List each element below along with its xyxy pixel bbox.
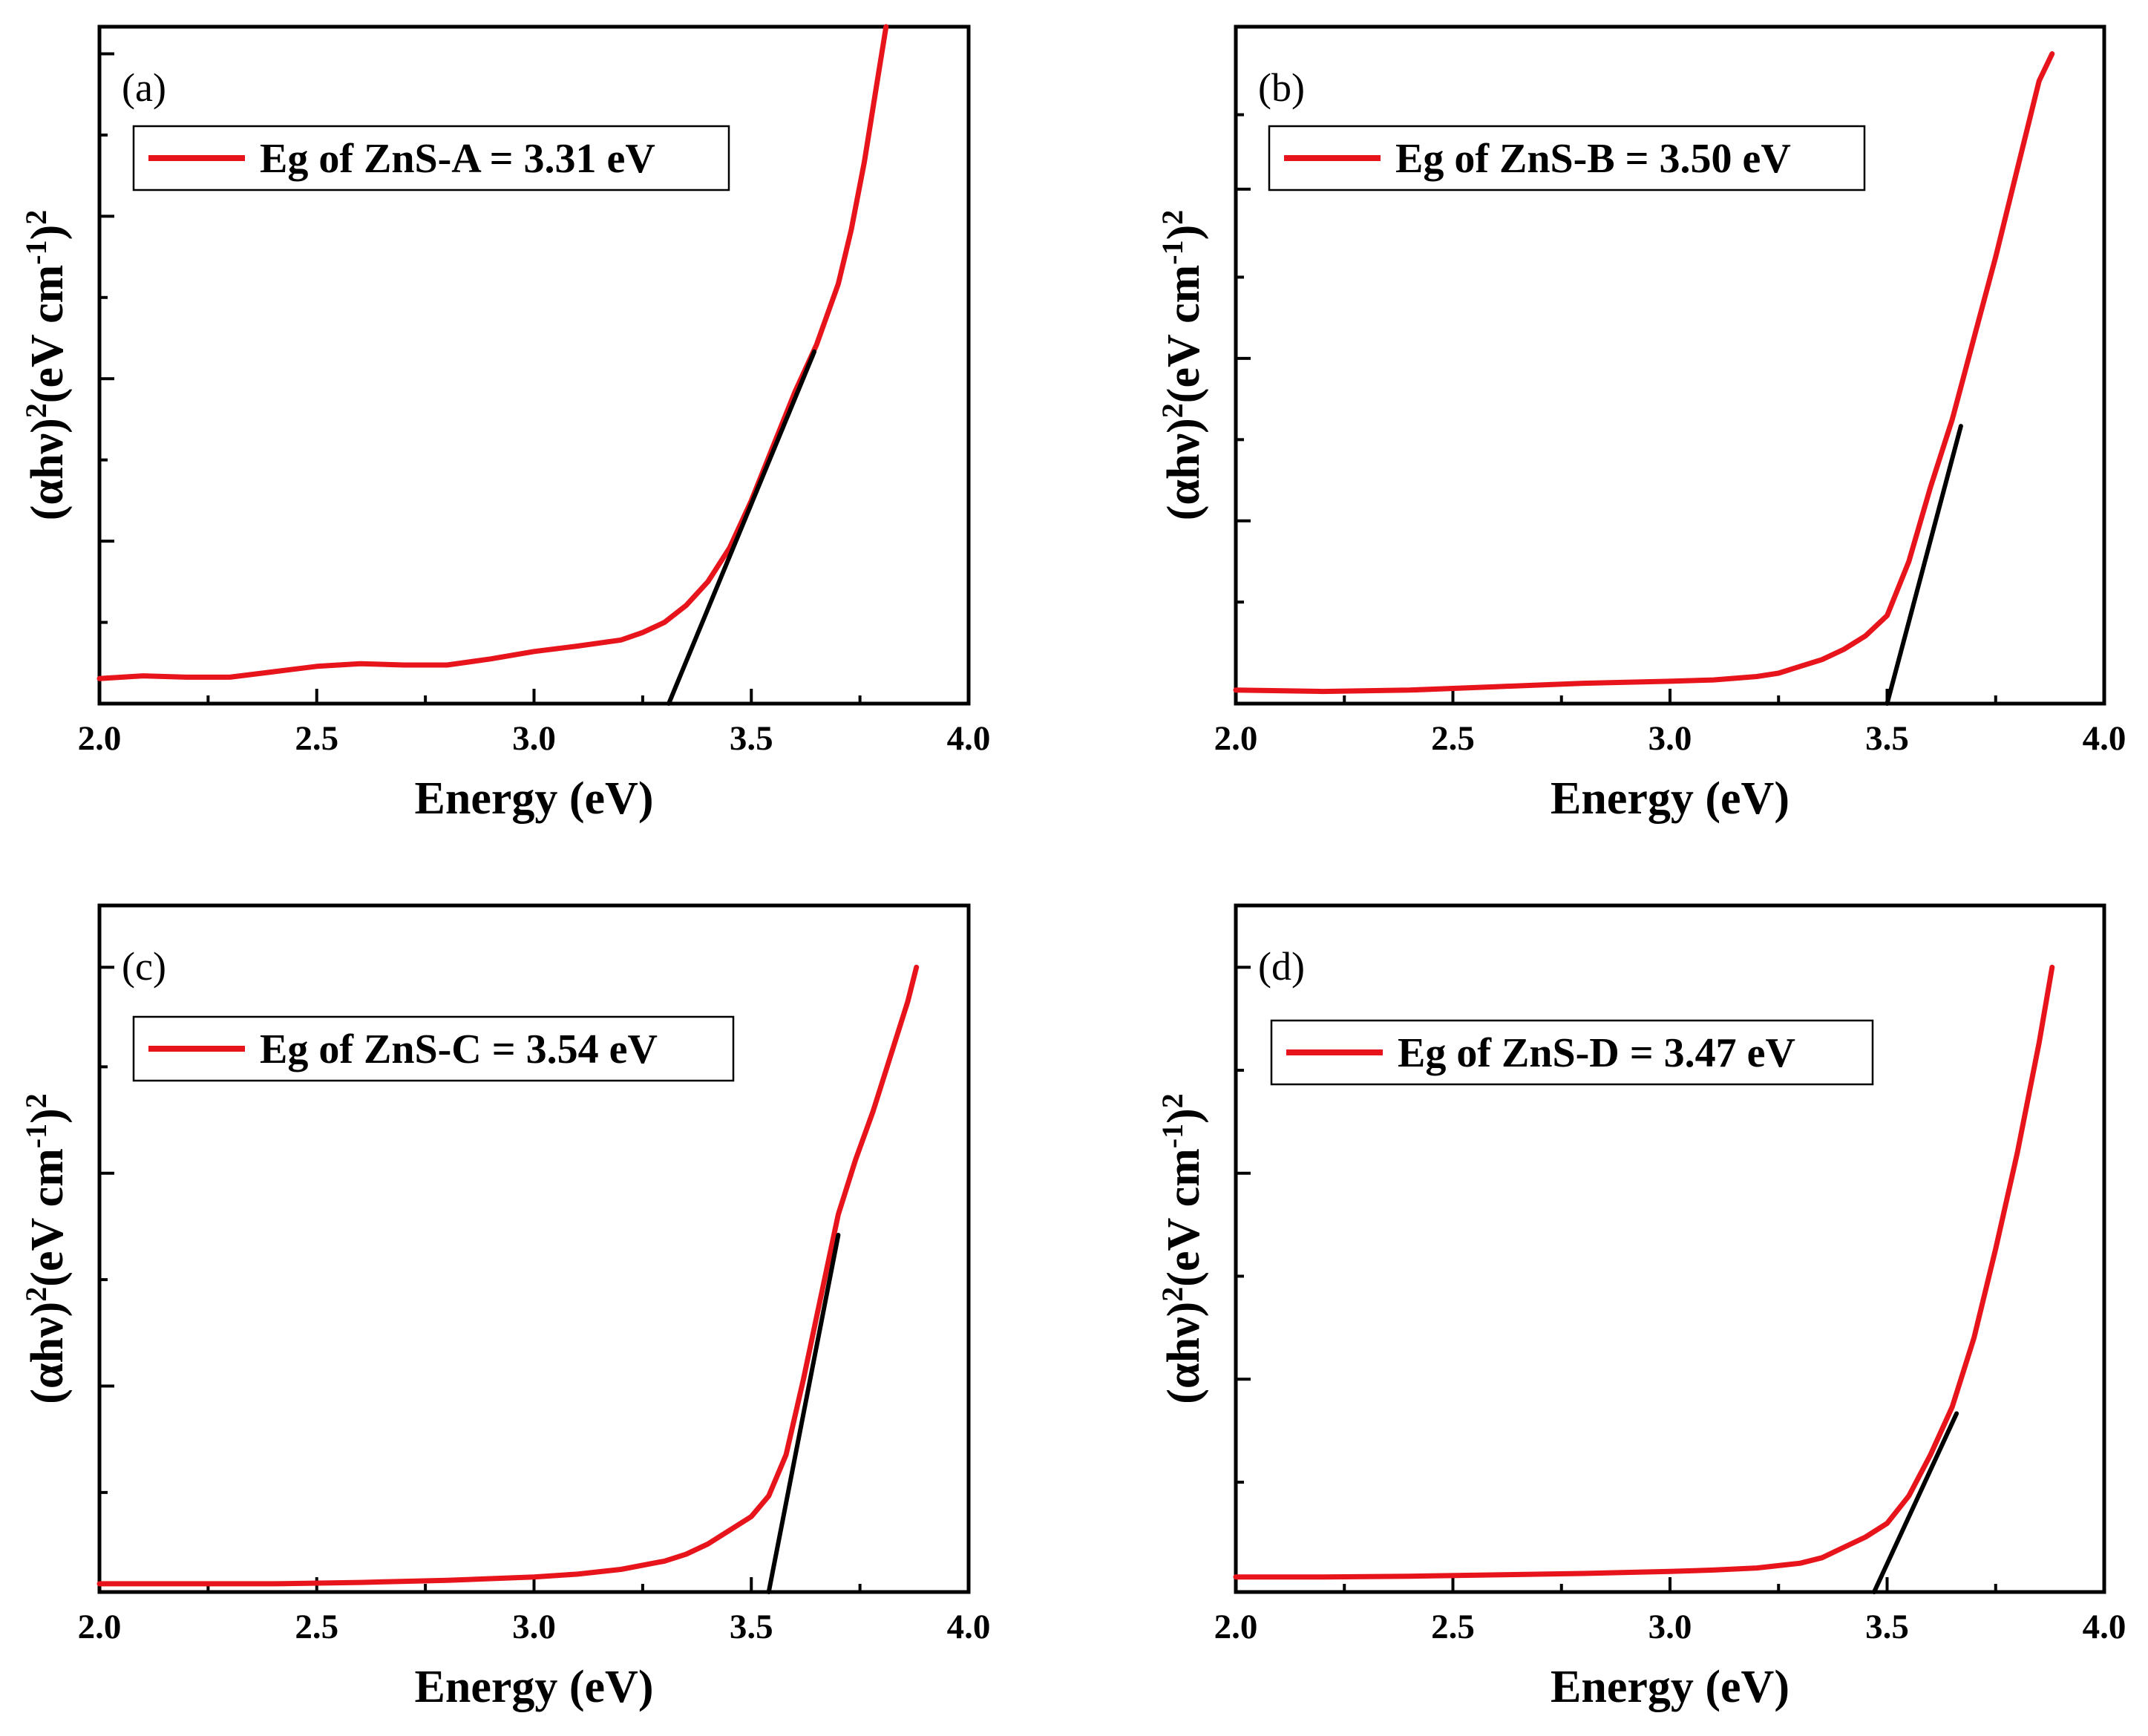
panel-label: (d) [1258, 944, 1305, 989]
legend-text: Eg of ZnS-C = 3.54 eV [260, 1026, 658, 1072]
tauc-fit-line [667, 349, 817, 706]
y-axis-title-sup2: -1 [1156, 240, 1189, 264]
x-tick-label: 3.5 [1865, 1608, 1909, 1646]
x-tick-label: 2.0 [78, 719, 122, 758]
x-tick-label: 2.5 [1431, 719, 1475, 758]
legend-text: Eg of ZnS-A = 3.31 eV [260, 136, 655, 182]
legend-text: Eg of ZnS-B = 3.50 eV [1395, 136, 1791, 182]
plot-frame [1234, 903, 2106, 1594]
y-axis-title-mid: (eV cm [1159, 1148, 1209, 1286]
x-tick-label: 3.0 [1648, 719, 1692, 758]
y-axis-title-post: ) [22, 225, 73, 240]
x-tick-label: 2.0 [1214, 1608, 1258, 1646]
y-axis-title-pre: (αhν) [1159, 418, 1209, 520]
y-axis-title-mid: (eV cm [22, 265, 73, 403]
x-tick-label: 2.5 [1431, 1608, 1475, 1646]
y-axis-title-pre: (αhν) [22, 418, 73, 520]
y-axis-title: (αhν)2(eV cm-1)2 [1156, 1093, 1210, 1404]
legend: Eg of ZnS-A = 3.31 eV [132, 125, 730, 191]
y-axis-title-sup3: 2 [1156, 1093, 1189, 1108]
x-tick-label: 2.0 [78, 1608, 122, 1646]
y-axis-title-sup3: 2 [1156, 210, 1189, 225]
y-axis-title-mid: (eV cm [1159, 265, 1209, 403]
y-axis-title-sup2: -1 [19, 1124, 53, 1148]
y-axis-title: (αhν)2(eV cm-1)2 [19, 1093, 73, 1404]
y-axis-title-post: ) [1159, 225, 1209, 240]
panel-label: (a) [122, 65, 166, 110]
x-tick-label: 4.0 [2083, 719, 2126, 758]
x-tick-label: 3.5 [730, 719, 773, 758]
absorption-curve [96, 24, 889, 681]
absorption-curve [96, 964, 920, 1587]
absorption-curve [1233, 51, 2055, 695]
y-axis-title-pre: (αhν) [22, 1302, 73, 1404]
x-tick-label: 3.5 [1865, 719, 1909, 758]
x-axis-title: Energy (eV) [1551, 1662, 1790, 1712]
y-axis-title-sup2: -1 [1156, 1124, 1189, 1148]
y-axis-title-post: ) [1159, 1108, 1209, 1124]
x-tick-label: 3.0 [512, 1608, 556, 1646]
x-tick-label: 2.5 [295, 719, 338, 758]
x-axis-title: Energy (eV) [415, 773, 654, 824]
y-axis-title-sup3: 2 [19, 1093, 53, 1108]
tauc-fit-line [1872, 1411, 1959, 1594]
x-tick-label: 3.0 [512, 719, 556, 758]
tauc-fit-line [766, 1233, 841, 1594]
y-axis-title: (αhν)2(eV cm-1)2 [1156, 210, 1210, 521]
y-axis-title-post: ) [22, 1108, 73, 1124]
legend: Eg of ZnS-D = 3.47 eV [1270, 1019, 1874, 1086]
panel-label: (b) [1258, 65, 1305, 110]
legend: Eg of ZnS-C = 3.54 eV [132, 1015, 735, 1082]
x-tick-label: 3.0 [1648, 1608, 1692, 1646]
x-tick-label: 3.5 [730, 1608, 773, 1646]
x-tick-label: 4.0 [947, 1608, 991, 1646]
x-tick-label: 2.0 [1214, 719, 1258, 758]
x-tick-label: 4.0 [2083, 1608, 2126, 1646]
x-axis-title: Energy (eV) [415, 1662, 654, 1712]
x-axis-title: Energy (eV) [1551, 773, 1790, 824]
y-axis-title-sup1: 2 [19, 403, 53, 418]
x-tick-label: 4.0 [947, 719, 991, 758]
y-axis-title-sup1: 2 [1156, 1287, 1189, 1302]
y-axis-title-sup3: 2 [19, 210, 53, 225]
y-axis-title-sup1: 2 [1156, 403, 1189, 418]
x-tick-label: 2.5 [295, 1608, 338, 1646]
y-axis-title-mid: (eV cm [22, 1148, 73, 1286]
panel-label: (c) [122, 944, 166, 989]
y-axis-title: (αhν)2(eV cm-1)2 [19, 210, 73, 521]
tauc-fit-line [1885, 424, 1963, 706]
legend: Eg of ZnS-B = 3.50 eV [1268, 125, 1866, 191]
legend-box [1268, 125, 1866, 191]
y-axis-title-sup2: -1 [19, 240, 53, 264]
absorption-curve [1233, 964, 2055, 1580]
plot-frame [97, 903, 971, 1594]
legend-text: Eg of ZnS-D = 3.47 eV [1398, 1030, 1795, 1076]
y-axis-title-sup1: 2 [19, 1287, 53, 1302]
y-axis-title-pre: (αhν) [1159, 1302, 1209, 1404]
